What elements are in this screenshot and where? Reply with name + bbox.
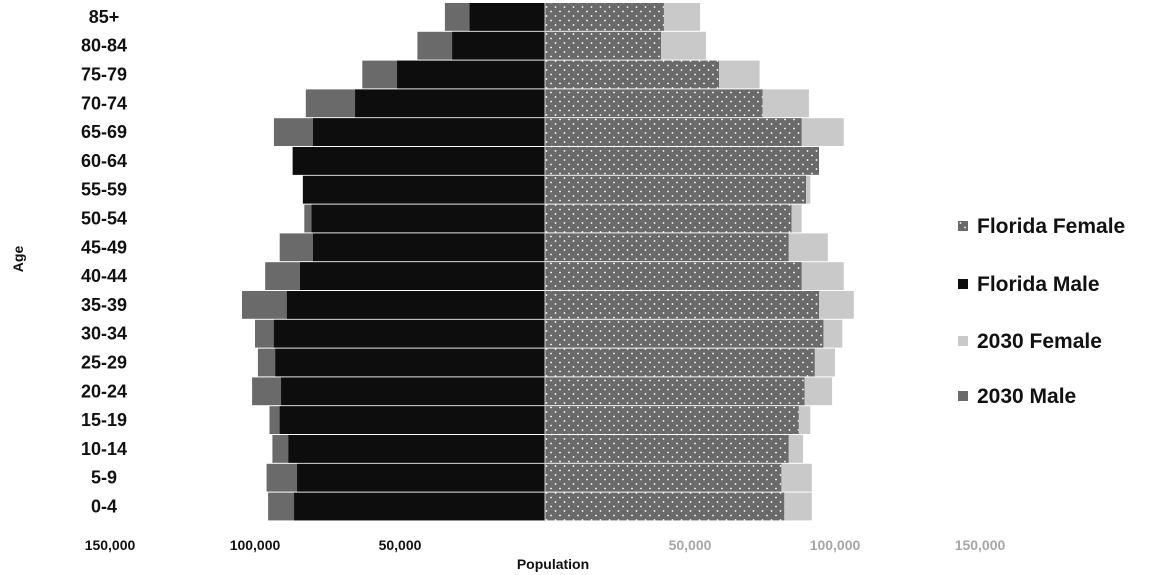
age-label: 65-69: [81, 122, 127, 142]
age-label: 85+: [89, 7, 120, 27]
age-label: 40-44: [81, 266, 127, 286]
legend-label: 2030 Female: [977, 330, 1102, 353]
bar-florida-male-85plus: [469, 3, 545, 31]
x-axis-title: Population: [517, 556, 589, 572]
age-label: 15-19: [81, 410, 127, 430]
bar-florida-female-0-4: [545, 492, 785, 521]
x-tick-label: 50,000: [379, 537, 422, 553]
bar-florida-male-45-49: [313, 233, 545, 262]
bar-florida-male-40-44: [300, 262, 545, 290]
legend-swatch: [958, 279, 968, 289]
bar-florida-male-60-64: [292, 147, 545, 175]
legend-label: 2030 Male: [977, 385, 1076, 408]
bar-florida-female-40-44: [545, 262, 802, 290]
age-label: 25-29: [81, 353, 127, 373]
legend-label: Florida Female: [977, 215, 1125, 238]
age-label: 50-54: [81, 209, 127, 229]
bar-florida-male-35-39: [286, 291, 545, 319]
age-label: 5-9: [91, 468, 117, 488]
bar-florida-male-0-4: [294, 492, 545, 521]
bar-florida-female-25-29: [545, 348, 815, 377]
age-label: 0-4: [91, 497, 117, 517]
legend-item-2030-male: 2030 Male: [958, 385, 1076, 408]
bar-florida-male-30-34: [273, 319, 545, 348]
y-axis-title: Age: [10, 246, 26, 273]
bar-florida-female-30-34: [545, 319, 824, 348]
age-label: 75-79: [81, 65, 127, 85]
age-label: 55-59: [81, 180, 127, 200]
bar-florida-female-5-9: [545, 463, 782, 492]
bar-florida-female-65-69: [545, 118, 802, 146]
legend-item-florida-female: Florida Female: [958, 215, 1125, 238]
bar-florida-male-15-19: [279, 406, 545, 434]
age-label: 10-14: [81, 439, 127, 459]
age-label: 80-84: [81, 36, 127, 56]
age-label: 60-64: [81, 151, 127, 171]
bar-florida-male-20-24: [281, 377, 545, 406]
age-label: 45-49: [81, 237, 127, 257]
x-tick-label: 150,000: [955, 537, 1006, 553]
x-tick-label: 50,000: [669, 537, 712, 553]
x-tick-label: 150,000: [85, 537, 136, 553]
bar-florida-female-15-19: [545, 406, 799, 434]
legend-item-florida-male: Florida Male: [958, 273, 1100, 296]
bar-florida-male-55-59: [302, 175, 545, 204]
legend-item-2030-female: 2030 Female: [958, 330, 1102, 353]
legend-label: Florida Male: [977, 273, 1100, 296]
age-label: 70-74: [81, 93, 127, 113]
bar-florida-female-70-74: [545, 89, 763, 118]
bar-florida-male-70-74: [355, 89, 545, 118]
legend-swatch: [958, 336, 968, 346]
bar-florida-female-80-84: [545, 31, 661, 60]
bar-florida-female-45-49: [545, 233, 789, 262]
bar-florida-female-20-24: [545, 377, 805, 406]
age-label: 35-39: [81, 295, 127, 315]
legend-swatch: [958, 221, 968, 231]
bar-florida-male-80-84: [452, 31, 545, 60]
bar-florida-male-50-54: [311, 204, 545, 233]
legend: Florida Female Florida Male 2030 Female 203…: [958, 215, 1125, 408]
bar-florida-male-25-29: [275, 348, 545, 377]
x-tick-label: 100,000: [230, 537, 281, 553]
bar-florida-female-50-54: [545, 204, 792, 233]
age-label: 20-24: [81, 381, 127, 401]
bar-florida-male-75-79: [397, 60, 545, 89]
bar-florida-female-35-39: [545, 291, 819, 319]
bar-florida-male-65-69: [313, 118, 545, 146]
age-label: 30-34: [81, 324, 127, 344]
bar-florida-male-5-9: [297, 463, 545, 492]
bar-florida-female-60-64: [545, 147, 819, 175]
bar-florida-female-55-59: [545, 175, 806, 204]
bar-florida-female-85plus: [545, 3, 664, 31]
bar-florida-male-10-14: [288, 435, 545, 463]
legend-swatch: [958, 391, 968, 401]
bar-florida-female-10-14: [545, 435, 789, 463]
bar-florida-female-75-79: [545, 60, 719, 89]
x-tick-label: 100,000: [810, 537, 861, 553]
